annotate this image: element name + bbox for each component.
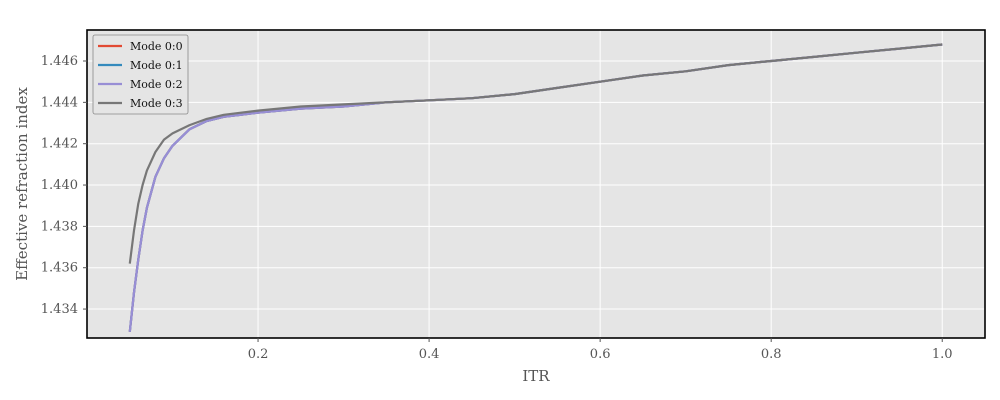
y-tick-label: 1.438	[41, 219, 78, 234]
legend-label: Mode 0:2	[130, 78, 183, 91]
y-tick-label: 1.436	[41, 261, 78, 276]
series-lines	[128, 43, 943, 332]
y-axis-label: Effective refraction index	[13, 87, 31, 281]
x-tick-label: 0.2	[248, 347, 269, 362]
x-tick-label: 0.6	[590, 347, 611, 362]
y-tick-label: 1.444	[41, 95, 78, 110]
y-tick-label: 1.442	[41, 137, 78, 152]
series-line	[128, 43, 943, 264]
y-tick-label: 1.446	[41, 54, 78, 69]
x-axis-label: ITR	[522, 367, 550, 385]
legend-label: Mode 0:1	[130, 59, 183, 72]
plot-background	[87, 30, 985, 338]
plot-frame	[86, 29, 986, 339]
x-tick-label: 1.0	[932, 347, 953, 362]
legend-label: Mode 0:3	[130, 97, 183, 110]
legend-label: Mode 0:0	[130, 40, 183, 53]
y-tick-label: 1.440	[41, 178, 78, 193]
y-tick-label: 1.434	[41, 302, 78, 317]
legend: Mode 0:0 Mode 0:1 Mode 0:2 Mode 0:3	[92, 34, 189, 115]
x-tick-label: 0.8	[761, 347, 782, 362]
x-tick-label: 0.4	[419, 347, 440, 362]
legend-box	[92, 34, 189, 115]
y-axis-ticks: 1.434 1.436 1.438 1.440 1.442 1.444 1.446	[41, 54, 87, 317]
x-axis-ticks: 0.2 0.4 0.6 0.8 1.0	[248, 338, 953, 362]
grid-lines	[87, 30, 985, 338]
